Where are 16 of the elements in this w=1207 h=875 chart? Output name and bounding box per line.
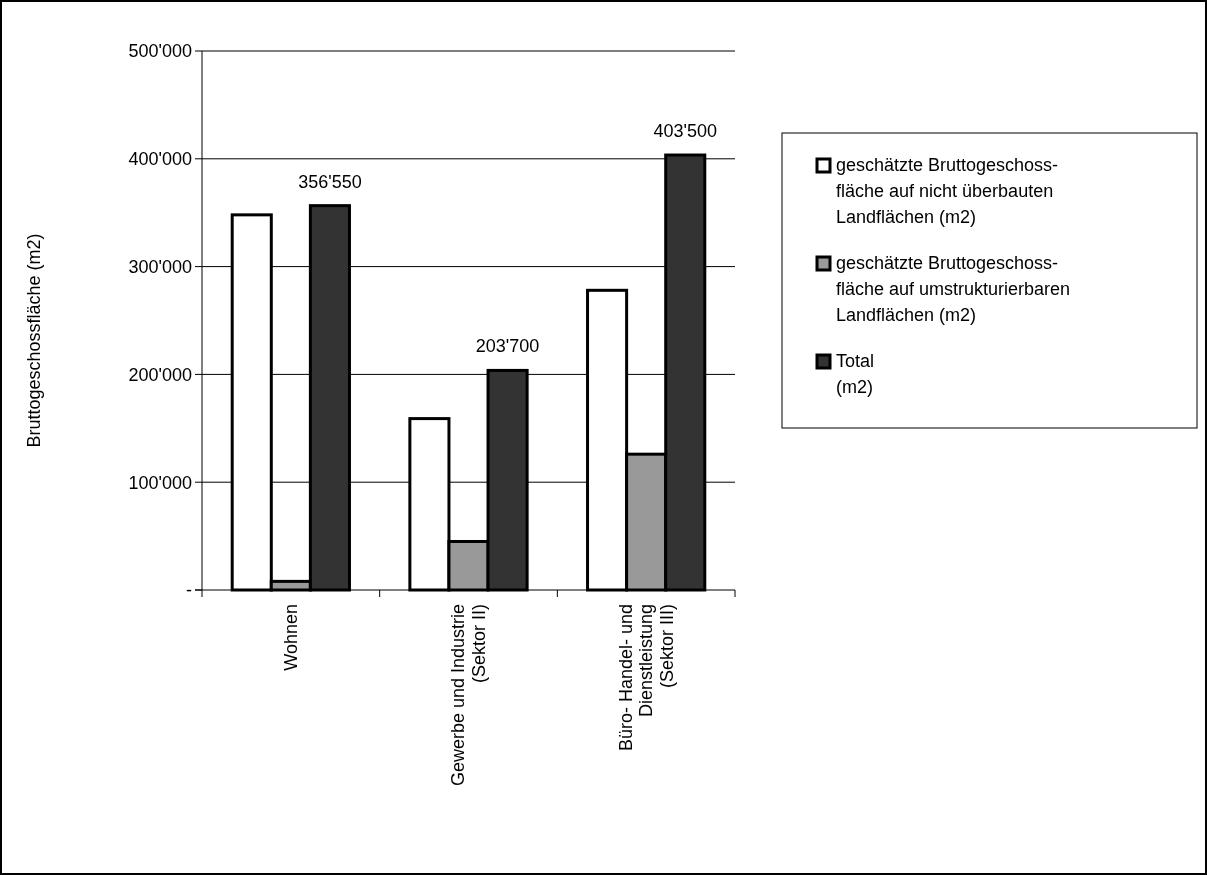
x-tick-label: Büro- Handel- und Dienstleistung (Sektor III)	[615, 604, 678, 752]
y-axis-title: Bruttogeschossfläche (m2)	[24, 233, 44, 448]
legend-label: geschätzte Bruttogeschoss- fläche auf umstrukturierbaren Landflächen (m2)	[836, 253, 1071, 326]
y-tick-label: 300'000	[128, 256, 192, 277]
legend-label: geschätzte Bruttogeschoss- fläche auf nicht überbauten Landflächen (m2)	[836, 155, 1059, 228]
data-label: 403'500	[653, 121, 718, 142]
y-tick-label: 400'000	[128, 149, 192, 170]
y-tick-label: 200'000	[128, 364, 192, 385]
data-label: 203'700	[475, 336, 540, 357]
y-tick-label: 100'000	[128, 472, 192, 493]
legend-label: Total (m2)	[836, 351, 875, 398]
x-tick-label: Wohnen	[281, 604, 302, 671]
y-tick-label: -	[186, 580, 192, 601]
y-tick-label: 500'000	[128, 41, 192, 62]
data-label: 356'550	[298, 171, 362, 192]
x-tick-label: Gewerbe und Industrie (Sektor II)	[448, 604, 490, 787]
